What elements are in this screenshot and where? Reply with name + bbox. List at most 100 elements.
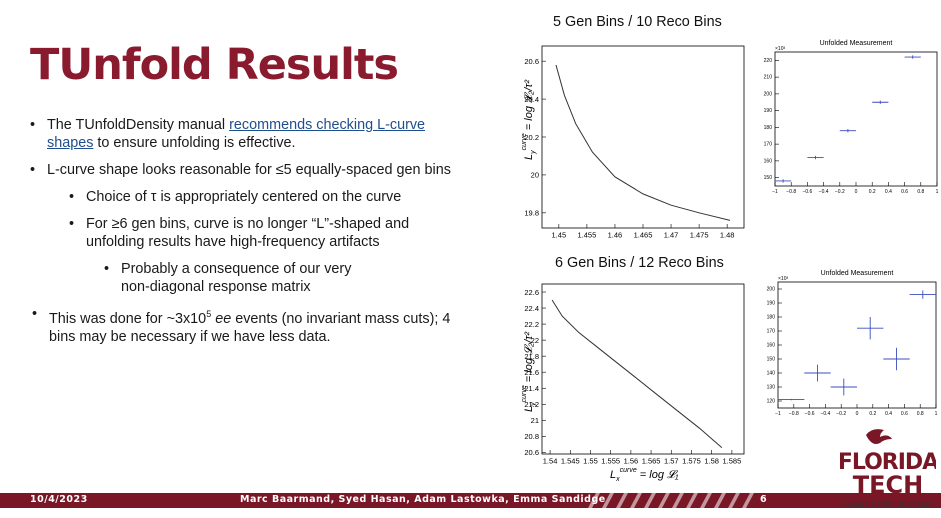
bullet-2: • L-curve shape looks reasonable for ≤5 … <box>30 161 470 179</box>
unfolded-1-x-tick-label: 0.2 <box>869 189 876 195</box>
unfolded-1-title: Unfolded Measurement <box>820 40 893 47</box>
lcurve-2-y-tick-label: 22 <box>531 336 539 345</box>
unfolded-2-x-tick-label: 0.2 <box>869 411 876 417</box>
footer-authors: Marc Baarmand, Syed Hasan, Adam Lastowka… <box>240 494 606 505</box>
lcurve-1-y-tick-label: 20 <box>531 171 539 180</box>
lcurve-1-curve <box>555 64 731 221</box>
unfolded-2-title: Unfolded Measurement <box>821 270 894 277</box>
lcurve-1-x-tick-label: 1.475 <box>690 231 709 240</box>
lcurve-2-x-tick-label: 1.565 <box>642 457 661 466</box>
bullet-1-text-pre: The TUnfoldDensity manual <box>47 117 230 133</box>
bullet-dot: • <box>32 306 38 322</box>
bullet-3-text-post: events (no invariant mass cuts); 4 bins … <box>49 310 451 345</box>
unfolded-2-x-tick-label: 0.6 <box>901 411 908 417</box>
unfolded-2-y-tick-label: 150 <box>767 357 776 363</box>
unfolded-1-x-tick-label: 0.8 <box>917 189 924 195</box>
page-number: 6 <box>760 494 768 505</box>
unfolded-2-y-tick-label: 200 <box>767 287 776 293</box>
unfolded-1-x-tick-label: 0.6 <box>901 189 908 195</box>
unfolded-2-y-tick-label: 120 <box>767 399 776 405</box>
lcurve-plot-1-svg: Lycurve = log 𝓛₂/τ² 1.45 1.455 1.46 1.465 1.… <box>521 45 745 240</box>
unfolded-1-x-tick-label: −0.6 <box>802 189 812 195</box>
bullet-2b1: • Probably a consequence of our very non… <box>104 260 364 296</box>
lcurve-2-frame <box>541 283 745 455</box>
lcurve-2-x-tick-label: 1.57 <box>664 457 679 466</box>
lcurve-2-y-tick-label: 21 <box>531 416 539 425</box>
unfolded-2-x-tick-label: 0 <box>856 411 859 417</box>
lcurve-1-y-tick-label: 20.6 <box>524 57 539 66</box>
lcurve-2-y-tick-label: 20.8 <box>524 432 539 441</box>
unfolded-1-x-tick-label: −0.4 <box>819 189 829 195</box>
lcurve-2-y-tick-label: 20.6 <box>524 448 539 457</box>
unfolded-1-y-tick-label: 150 <box>764 175 773 181</box>
unfolded-2-y-tick-label: 140 <box>767 371 776 377</box>
bullet-dot: • <box>30 162 36 178</box>
unfolded-1-y-tick-label: 160 <box>764 158 773 164</box>
lcurve-2-x-tick-label: 1.55 <box>583 457 598 466</box>
unfolded-1-x-tick-label: −1 <box>772 189 778 195</box>
lcurve-2-xlabel: Lxcurve = log 𝓛₁ <box>610 467 679 483</box>
bullet-2b1-text: Probably a consequence of our very non-d… <box>121 261 352 295</box>
unfolded-2-x-tick-label: −1 <box>775 411 781 417</box>
lcurve-2-y-tick-label: 21.8 <box>524 352 539 361</box>
lcurve-plot-1: Lycurve = log 𝓛₂/τ² 1.45 1.455 1.46 1.465 1.… <box>510 38 750 244</box>
logo-tagline: FLORIDA'S STEM UNIVERSITY <box>841 501 935 509</box>
lcurve-2-x-tick-label: 1.545 <box>561 457 580 466</box>
lcurve-2-curve <box>551 299 723 448</box>
bullet-3-ee: ee <box>211 310 232 327</box>
unfolded-2-y-tick-label: 160 <box>767 343 776 349</box>
bullet-dot: • <box>69 216 75 232</box>
lcurve-1-x-tick-label: 1.47 <box>664 231 679 240</box>
unfolded-2-x-tick-label: −0.8 <box>789 411 799 417</box>
lcurve-1-y-tick-label: 19.8 <box>524 209 539 218</box>
logo-line2: TECH <box>853 471 923 499</box>
unfolded-2-x-tick-label: −0.2 <box>836 411 846 417</box>
manual-link[interactable]: recommends checking L-curve shapes <box>47 117 426 151</box>
unfolded-2-x-tick-label: 0.4 <box>885 411 892 417</box>
unfolded-plot-1: −1 −0.8 −0.6 −0.4 −0.2 0 0.2 0.4 0.6 0.8 1 150 160 17… <box>755 38 940 200</box>
lcurve-2-y-tick-label: 22.2 <box>524 320 539 329</box>
caption-top: 5 Gen Bins / 10 Reco Bins <box>553 14 722 30</box>
lcurve-plot-2-svg: Lycurve = log 𝓛₂/τ² Lxcurve = log 𝓛₁ 1.5… <box>521 283 745 483</box>
lcurve-plot-2: Lycurve = log 𝓛₂/τ² Lxcurve = log 𝓛₁ 1.5… <box>510 278 750 484</box>
caption-bottom: 6 Gen Bins / 12 Reco Bins <box>555 255 724 271</box>
bullet-1: • The TUnfoldDensity manual recommends c… <box>30 116 470 152</box>
unfolded-plot-1-svg: −1 −0.8 −0.6 −0.4 −0.2 0 0.2 0.4 0.6 0.8 1 150 160 17… <box>764 40 939 195</box>
unfolded-2-frame <box>777 281 937 409</box>
footer-date: 10/4/2023 <box>30 494 88 505</box>
unfolded-2-x-tick-label: 0.8 <box>917 411 924 417</box>
unfolded-2-x-tick-label: −0.4 <box>820 411 830 417</box>
unfolded-1-frame <box>774 51 938 187</box>
lcurve-2-y-tick-label: 21.4 <box>524 384 539 393</box>
unfolded-2-x-tick-label: −0.6 <box>805 411 815 417</box>
unfolded-1-y-tick-label: 220 <box>764 58 773 64</box>
lcurve-1-x-tick-label: 1.46 <box>608 231 623 240</box>
panther-icon <box>866 429 892 444</box>
lcurve-2-y-tick-label: 22.6 <box>524 288 539 297</box>
bullet-2a-text: Choice of τ is appropriately centered on… <box>86 189 402 205</box>
lcurve-2-x-tick-label: 1.58 <box>704 457 719 466</box>
unfolded-1-y-tick-label: 170 <box>764 142 773 148</box>
bullet-list: • The TUnfoldDensity manual recommends c… <box>30 116 470 355</box>
lcurve-2-y-tick-label: 21.6 <box>524 368 539 377</box>
lcurve-2-x-tick-label: 1.54 <box>543 457 558 466</box>
bullet-dot: • <box>69 189 75 205</box>
florida-tech-logo: FLORIDA TECH FLORIDA'S STEM UNIVERSITY <box>838 427 940 513</box>
bullet-dot: • <box>30 117 36 133</box>
unfolded-1-x-tick-label: 0.4 <box>885 189 892 195</box>
lcurve-2-x-tick-label: 1.555 <box>601 457 620 466</box>
lcurve-2-x-tick-label: 1.585 <box>722 457 741 466</box>
unfolded-2-y-tick-label: 130 <box>767 385 776 391</box>
unfolded-1-x-tick-label: 1 <box>936 189 939 195</box>
bullet-1-text-post: to ensure unfolding is effective. <box>93 135 296 151</box>
lcurve-1-x-tick-label: 1.48 <box>720 231 735 240</box>
unfolded-1-multiplier: ×10³ <box>775 46 785 52</box>
bullet-3: • This was done for ~3x105 ee events (no… <box>32 305 470 346</box>
unfolded-2-x-tick-label: 1 <box>935 411 938 417</box>
lcurve-2-y-tick-label: 22.4 <box>524 304 539 313</box>
unfolded-1-y-tick-label: 210 <box>764 75 773 81</box>
bullet-3-text-pre: This was done for ~3x10 <box>49 310 207 327</box>
lcurve-2-y-tick-label: 21.2 <box>524 400 539 409</box>
lcurve-1-y-tick-label: 20.2 <box>524 133 539 142</box>
unfolded-2-y-tick-label: 180 <box>767 315 776 321</box>
